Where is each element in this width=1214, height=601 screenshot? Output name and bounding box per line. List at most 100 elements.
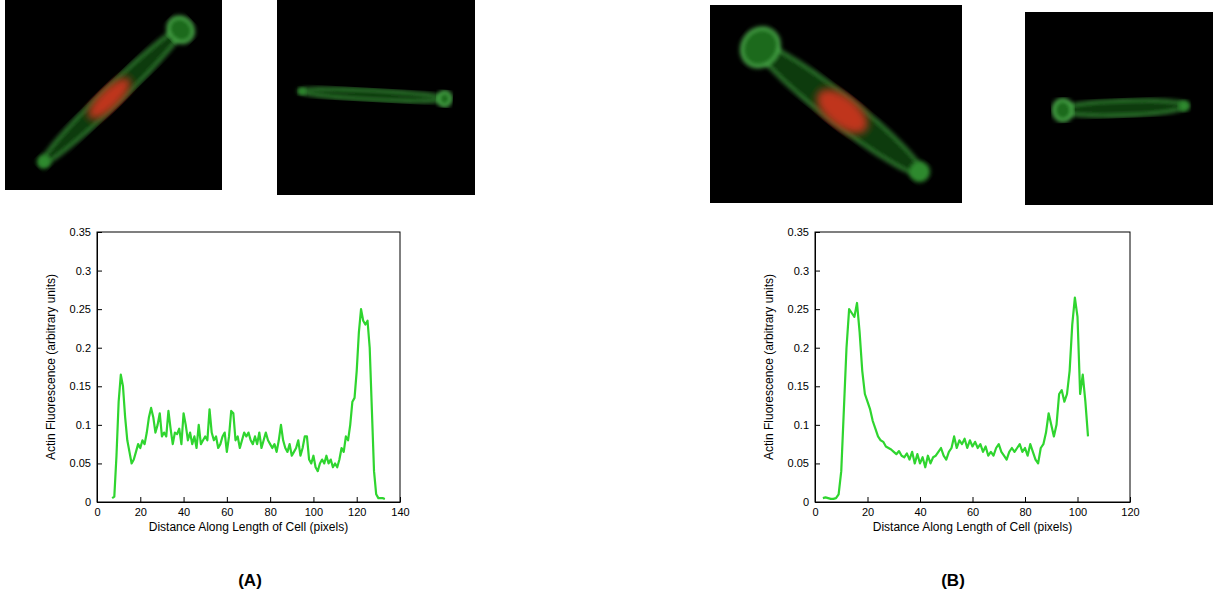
cell-tail xyxy=(905,157,934,186)
plot-frame xyxy=(97,232,400,502)
figure: 02040608010012014000.050.10.150.20.250.3… xyxy=(0,0,1214,601)
cell-edge xyxy=(734,20,787,74)
x-tick-label: 40 xyxy=(178,506,190,518)
x-tick-label: 120 xyxy=(348,506,366,518)
x-tick-mark xyxy=(920,497,921,502)
x-tick: 20 xyxy=(135,497,147,518)
y-tick: 0.05 xyxy=(788,457,820,469)
y-tick-label: 0.15 xyxy=(70,380,91,392)
y-tick: 0.3 xyxy=(794,265,820,277)
y-tick-label: 0.2 xyxy=(76,342,91,354)
cell-tail xyxy=(1178,100,1190,112)
micrograph-background xyxy=(5,0,222,190)
cell-body xyxy=(1058,98,1188,119)
cell xyxy=(30,12,199,177)
x-tick-mark xyxy=(140,497,141,502)
micrograph xyxy=(1025,12,1213,205)
y-tick-mark xyxy=(815,271,820,272)
plot-frame xyxy=(815,232,1130,502)
chart-panel: 02040608010012000.050.10.150.20.250.30.3… xyxy=(762,226,1140,590)
x-tick-mark xyxy=(973,497,974,502)
cell xyxy=(1053,95,1190,121)
y-tick-label: 0.25 xyxy=(70,303,91,315)
x-tick-mark xyxy=(1078,497,1079,502)
y-tick: 0 xyxy=(803,496,820,508)
y-tick: 0.2 xyxy=(76,342,102,354)
y-tick-mark xyxy=(97,463,102,464)
y-tick-mark xyxy=(97,271,102,272)
y-tick: 0 xyxy=(85,496,102,508)
chart-panel: 02040608010012014000.050.10.150.20.250.3… xyxy=(44,226,410,590)
y-tick-label: 0.3 xyxy=(76,265,91,277)
y-axis-line xyxy=(97,233,98,503)
x-tick-label: 0 xyxy=(812,506,818,518)
cell xyxy=(734,20,941,194)
cell xyxy=(298,84,452,107)
x-axis-line xyxy=(98,502,401,503)
y-tick-mark xyxy=(97,309,102,310)
y-tick: 0.2 xyxy=(794,342,820,354)
y-tick-label: 0.1 xyxy=(76,419,91,431)
cell-body xyxy=(298,86,448,105)
y-axis: 0 0.05 0.1 0.15 0.2 0.25 0.3 0.35 xyxy=(70,226,102,508)
x-tick-label: 100 xyxy=(1069,506,1087,518)
y-axis: 00.050.10.150.20.250.30.35 xyxy=(788,226,820,508)
x-tick: 140 xyxy=(391,497,409,518)
y-tick-label: 0.2 xyxy=(794,342,809,354)
y-tick-label: 0 xyxy=(803,496,809,508)
x-tick-label: 60 xyxy=(221,506,233,518)
panel-label: (A) xyxy=(238,571,262,590)
x-tick: 40 xyxy=(178,497,190,518)
x-tick: 100 xyxy=(1069,497,1087,518)
y-tick: 0.25 xyxy=(788,303,820,315)
y-tick: 0.05 xyxy=(70,457,102,469)
micrograph-background xyxy=(277,0,475,195)
y-tick-mark xyxy=(815,232,820,233)
cell-tail xyxy=(34,152,54,172)
y-tick-label: 0.05 xyxy=(788,457,809,469)
y-tick-label: 0.3 xyxy=(794,265,809,277)
x-tick-label: 120 xyxy=(1121,506,1139,518)
micrograph xyxy=(5,0,222,190)
x-tick: 100 xyxy=(305,497,323,518)
y-tick: 0.35 xyxy=(70,226,102,238)
y-tick: 0.25 xyxy=(70,303,102,315)
x-tick-label: 40 xyxy=(914,506,926,518)
y-tick-label: 0.25 xyxy=(788,303,809,315)
x-tick: 120 xyxy=(1121,497,1139,518)
y-tick-mark xyxy=(815,502,820,503)
plot-area xyxy=(112,309,385,499)
y-tick-mark xyxy=(815,425,820,426)
y-tick-mark xyxy=(815,463,820,464)
x-tick-label: 60 xyxy=(967,506,979,518)
y-tick-label: 0.15 xyxy=(788,380,809,392)
data-line xyxy=(823,298,1088,499)
x-tick-label: 0 xyxy=(94,506,100,518)
y-tick: 0.35 xyxy=(788,226,820,238)
micrograph-background xyxy=(710,5,962,203)
plot-area xyxy=(823,298,1088,499)
micrograph xyxy=(277,0,475,195)
x-tick: 120 xyxy=(348,497,366,518)
x-tick-label: 140 xyxy=(391,506,409,518)
x-tick-mark xyxy=(400,497,401,502)
y-tick-mark xyxy=(97,425,102,426)
x-axis: 020406080100120 xyxy=(812,497,1139,518)
y-tick: 0.1 xyxy=(76,419,102,431)
y-tick-mark xyxy=(97,348,102,349)
x-tick: 20 xyxy=(862,497,874,518)
x-tick-mark xyxy=(868,497,869,502)
x-tick-mark xyxy=(357,497,358,502)
y-axis-title: Actin Fluorescence (arbitrary units) xyxy=(762,274,776,460)
x-axis: 020406080100120140 xyxy=(94,497,409,518)
y-tick-mark xyxy=(97,232,102,233)
x-tick: 40 xyxy=(914,497,926,518)
cell-edge xyxy=(163,12,199,48)
x-axis-title: Distance Along Length of Cell (pixels) xyxy=(873,520,1072,534)
nucleus xyxy=(809,80,876,142)
x-axis-line xyxy=(816,502,1131,503)
panel-label: (B) xyxy=(941,571,965,590)
y-tick-label: 0.35 xyxy=(70,226,91,238)
y-tick-mark xyxy=(815,309,820,310)
y-tick-mark xyxy=(815,386,820,387)
